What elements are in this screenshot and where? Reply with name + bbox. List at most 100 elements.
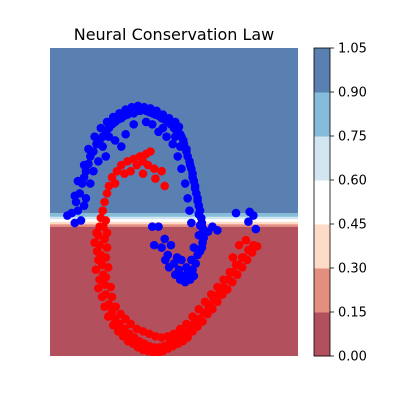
- point-series1-105: [101, 272, 111, 282]
- colorbar-segment-1: [314, 268, 330, 313]
- point-series0-105: [79, 201, 89, 210]
- point-series0-136: [166, 240, 176, 250]
- point-series1-111: [126, 319, 135, 329]
- point-series0-127: [157, 243, 166, 252]
- colorbar-border: [313, 47, 331, 357]
- point-series0-48: [152, 106, 161, 116]
- point-series1-89: [213, 297, 222, 307]
- point-series0-125: [154, 222, 163, 231]
- point-series1-3: [146, 147, 155, 156]
- point-series0-139: [182, 262, 191, 272]
- point-series0-110: [129, 120, 138, 129]
- point-series0-87: [194, 230, 204, 240]
- point-series1-104: [103, 262, 113, 272]
- point-series0-27: [108, 112, 118, 122]
- point-series1-129: [237, 253, 247, 262]
- point-series0-101: [185, 206, 194, 215]
- point-series1-107: [107, 292, 117, 302]
- point-series0-9: [73, 176, 83, 186]
- point-series1-136: [126, 166, 135, 176]
- point-series1-134: [160, 181, 169, 191]
- point-series0-138: [177, 255, 186, 265]
- colorbar-tick-label-1: 0.15: [338, 306, 367, 321]
- point-series1-101: [99, 222, 108, 231]
- point-series0-124: [148, 222, 157, 231]
- point-series0-113: [158, 123, 168, 133]
- point-series1-121: [188, 312, 197, 321]
- point-series0-107: [89, 166, 98, 176]
- point-series1-4: [123, 157, 132, 166]
- colorbar-segment-2: [314, 224, 330, 269]
- point-series1-59: [90, 238, 99, 247]
- colorbar-segment-5: [314, 92, 330, 137]
- point-series1-120: [182, 319, 191, 329]
- point-series0-140: [187, 255, 196, 265]
- point-series1-93: [232, 270, 242, 279]
- point-series1-62: [91, 265, 101, 275]
- colorbar-segment-3: [314, 180, 330, 225]
- point-series1-125: [213, 282, 222, 292]
- colorbar-tick-label-7: 1.05: [338, 42, 367, 57]
- point-series1-92: [227, 277, 237, 287]
- point-series1-6: [112, 166, 122, 176]
- point-series1-15: [102, 189, 112, 198]
- point-series0-123: [244, 217, 253, 227]
- point-series0-102: [187, 218, 196, 228]
- point-series0-114: [170, 132, 180, 142]
- point-series1-96: [247, 248, 257, 257]
- point-series1-128: [231, 260, 241, 270]
- point-series1-132: [241, 235, 251, 245]
- point-series1-83: [183, 333, 192, 342]
- point-series1-14: [110, 179, 120, 188]
- point-series0-30: [115, 108, 124, 118]
- colorbar-segment-6: [314, 48, 330, 93]
- point-series1-86: [198, 317, 207, 326]
- point-series0-78: [193, 196, 202, 206]
- point-series1-103: [101, 253, 111, 262]
- colorbar-segment-0: [314, 312, 330, 357]
- point-series0-92: [101, 152, 111, 161]
- point-series0-75: [190, 184, 200, 193]
- point-series1-58: [92, 228, 101, 238]
- background-band-3: [50, 219, 298, 222]
- colorbar-tick-label-5: 0.75: [338, 130, 367, 145]
- background-band-2: [50, 221, 298, 225]
- point-series0-142: [160, 234, 169, 244]
- point-series0-95: [162, 132, 171, 142]
- point-series1-123: [200, 297, 210, 307]
- point-series0-100: [183, 194, 192, 203]
- point-series1-97: [252, 242, 262, 251]
- point-series1-108: [111, 302, 121, 312]
- colorbar-tick-label-0: 0.00: [338, 350, 367, 365]
- point-series0-109: [104, 132, 114, 142]
- colorbar-tick-label-3: 0.45: [338, 218, 367, 233]
- point-series1-65: [97, 292, 107, 302]
- point-series1-12: [149, 164, 159, 174]
- point-series0-21: [96, 123, 106, 133]
- point-series1-137: [138, 169, 148, 178]
- point-series1-118: [169, 329, 179, 339]
- point-series1-60: [92, 246, 102, 256]
- point-series0-81: [194, 210, 204, 219]
- point-series0-24: [102, 117, 112, 127]
- point-series0-98: [177, 164, 186, 174]
- point-series0-104: [81, 194, 91, 203]
- plot-area: [50, 48, 298, 356]
- point-series1-130: [228, 253, 238, 262]
- point-series1-64: [94, 283, 103, 293]
- point-series0-84: [195, 221, 205, 230]
- point-series0-99: [180, 179, 190, 188]
- chart-title: Neural Conservation Law: [74, 25, 275, 44]
- point-series0-89: [117, 142, 126, 151]
- point-series0-122: [249, 211, 258, 220]
- colorbar-tick-label-2: 0.30: [338, 262, 367, 277]
- point-series1-9: [132, 160, 142, 170]
- point-series0-115: [175, 142, 185, 151]
- point-series1-102: [102, 243, 112, 252]
- point-series1-11: [143, 160, 153, 170]
- point-series1-5: [117, 160, 126, 170]
- point-series1-131: [234, 240, 244, 250]
- background-band-4: [50, 216, 298, 220]
- point-series0-147: [170, 270, 180, 279]
